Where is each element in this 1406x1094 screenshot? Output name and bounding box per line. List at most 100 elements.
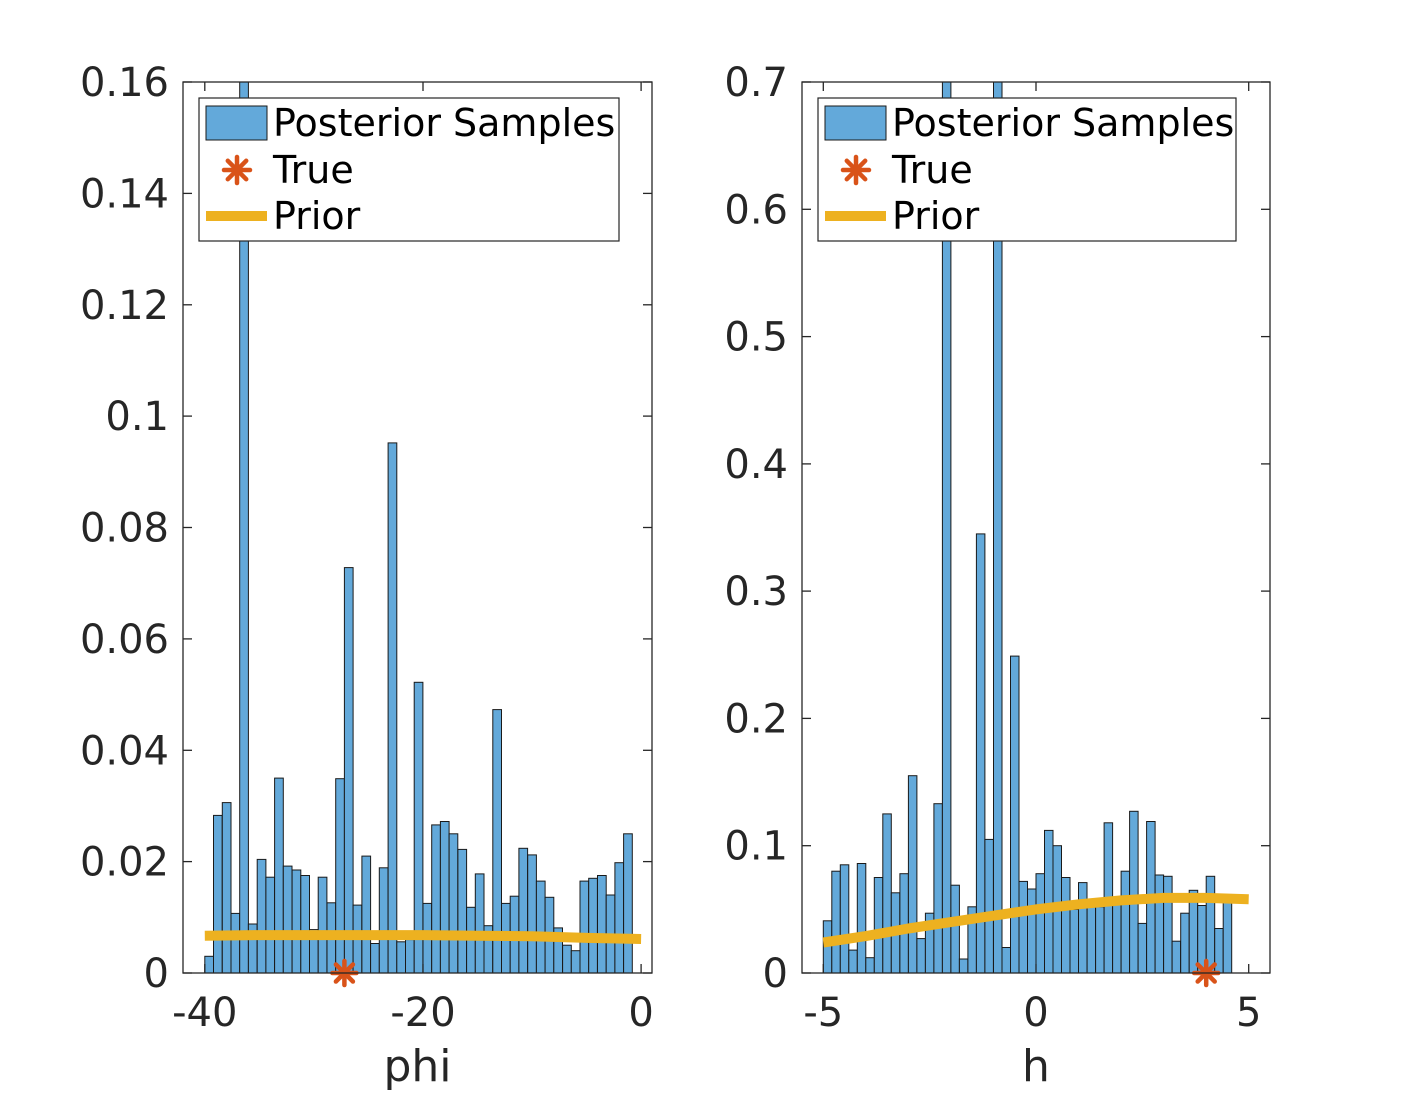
phi-histogram-bar xyxy=(335,778,345,974)
h-x-tick-label: 0 xyxy=(1023,990,1048,1036)
phi-histogram-bar xyxy=(457,848,468,974)
phi-histogram-bar xyxy=(527,854,537,974)
phi-histogram-bar xyxy=(213,814,223,974)
h-histogram-bar xyxy=(1205,875,1216,974)
h-histogram-bar xyxy=(1001,947,1011,974)
h-histogram-bar xyxy=(1078,882,1088,974)
h-y-tick-label: 0.7 xyxy=(724,60,788,106)
h-histogram-bar xyxy=(1086,902,1097,974)
phi-legend-label-true: True xyxy=(272,148,354,192)
h-prior-line-group xyxy=(822,892,1249,948)
phi-histogram-bar xyxy=(588,877,598,974)
h-histogram-bar xyxy=(1171,940,1182,974)
phi-histogram-bar xyxy=(300,875,310,974)
phi-histogram-bar xyxy=(570,950,581,974)
phi-histogram-bar xyxy=(204,955,215,974)
h-histogram-bar xyxy=(1137,922,1148,974)
h-histogram-bar xyxy=(1163,875,1173,974)
h-y-tick-label: 0.6 xyxy=(724,187,788,233)
h-histogram-bar xyxy=(950,884,960,974)
phi-legend-box xyxy=(198,97,620,242)
phi-legend: Posterior Samples True Prior xyxy=(198,97,620,242)
h-legend-bar-swatch xyxy=(824,105,887,141)
phi-histogram-bar xyxy=(396,941,406,974)
phi-x-tick-label: -20 xyxy=(390,990,455,1036)
h-histogram-bar xyxy=(975,533,986,974)
h-prior-line xyxy=(822,892,1249,948)
h-histogram-bar xyxy=(1129,810,1139,974)
h-histogram-bar xyxy=(984,838,994,974)
phi-legend-star-shape xyxy=(221,154,253,186)
phi-x-tick-label: 0 xyxy=(628,990,653,1036)
phi-legend-bar-swatch xyxy=(205,105,268,141)
h-histogram-bar xyxy=(882,813,892,974)
h-y-tick-label: 0.1 xyxy=(724,824,788,870)
phi-histogram-bar xyxy=(291,869,302,974)
h-histogram-bar xyxy=(1120,870,1131,974)
h-y-tick-label: 0 xyxy=(763,951,788,997)
h-legend: Posterior Samples True Prior xyxy=(817,97,1237,242)
phi-y-tick-label: 0.16 xyxy=(80,60,169,106)
phi-histogram-bar xyxy=(256,858,267,974)
phi-histogram-bar xyxy=(448,833,459,974)
phi-legend-label-prior: Prior xyxy=(273,194,361,238)
phi-histogram-bar xyxy=(230,912,241,974)
h-histogram-bar xyxy=(899,873,909,974)
h-histogram-bar xyxy=(933,803,943,974)
phi-histogram-bar xyxy=(597,875,607,974)
h-y-ticks: 0 0.1 0.2 0.3 0.4 0.5 0.6 0.7 xyxy=(724,60,1270,997)
h-histogram-bar xyxy=(916,938,926,974)
h-y-tick-label: 0.3 xyxy=(724,569,788,615)
h-histogram-bar xyxy=(1027,888,1037,974)
phi-histogram-bar xyxy=(431,824,441,974)
h-histogram-bar xyxy=(839,864,850,974)
h-true-star-stroke xyxy=(844,158,868,182)
phi-x-tick-label: -40 xyxy=(172,990,237,1036)
h-histogram-bar xyxy=(1069,908,1079,974)
phi-histogram-bar xyxy=(579,880,590,974)
phi-y-tick-label: 0.04 xyxy=(80,728,169,774)
phi-y-tick-label: 0 xyxy=(144,951,169,997)
h-y-tick-label: 0.4 xyxy=(724,442,788,488)
h-histogram-bar xyxy=(907,775,918,974)
h-y-tick-label: 0.5 xyxy=(724,315,788,361)
h-histogram-bar xyxy=(1222,898,1233,974)
phi-y-tick-label: 0.14 xyxy=(80,171,169,217)
phi-histogram-bar xyxy=(370,943,380,974)
h-legend-box xyxy=(817,97,1237,242)
phi-histogram-bar xyxy=(614,862,625,974)
phi-histogram-bar xyxy=(343,567,354,974)
phi-legend-label-posterior: Posterior Samples xyxy=(273,101,615,145)
phi-histogram-bar xyxy=(221,802,232,974)
h-histogram-bar xyxy=(856,863,867,974)
phi-x-ticks: -40 -20 0 xyxy=(172,82,654,1036)
phi-histogram-bar xyxy=(317,876,328,974)
phi-y-tick-label: 0.12 xyxy=(80,283,169,329)
h-legend-label-posterior: Posterior Samples xyxy=(892,101,1234,145)
h-histogram-bar xyxy=(1061,877,1071,974)
h-histogram-bar xyxy=(958,958,969,974)
h-histogram-bar xyxy=(831,870,841,974)
h-x-ticks: -5 0 5 xyxy=(803,82,1261,1036)
h-panel: 0 0.1 0.2 0.3 0.4 0.5 0.6 0.7 -5 0 5 h Posterior … xyxy=(724,60,1271,1092)
h-x-tick-label: -5 xyxy=(803,990,843,1036)
phi-histogram-bar xyxy=(623,833,633,974)
phi-histogram-bar xyxy=(535,880,546,974)
phi-histogram-bar xyxy=(439,821,450,974)
phi-histogram-bar xyxy=(562,944,572,974)
h-histogram-bar xyxy=(1154,874,1165,974)
phi-panel: 00.020.040.060.080.10.120.140.16 -40 -20 0… xyxy=(80,60,654,1092)
h-x-axis-label: h xyxy=(1022,1041,1050,1092)
phi-histogram-bar xyxy=(282,865,293,974)
phi-y-tick-label: 0.06 xyxy=(80,617,169,663)
h-x-tick-label: 5 xyxy=(1236,990,1261,1036)
phi-true-star-stroke xyxy=(225,158,249,182)
phi-prior-line-group xyxy=(204,930,642,944)
h-histogram-bar xyxy=(1035,873,1045,974)
phi-prior-line xyxy=(204,930,642,944)
phi-legend-true-star-icon xyxy=(221,154,253,186)
phi-histogram-bar xyxy=(474,873,485,974)
h-histogram-bar xyxy=(1018,880,1028,974)
h-legend-true-star-icon xyxy=(840,154,872,186)
